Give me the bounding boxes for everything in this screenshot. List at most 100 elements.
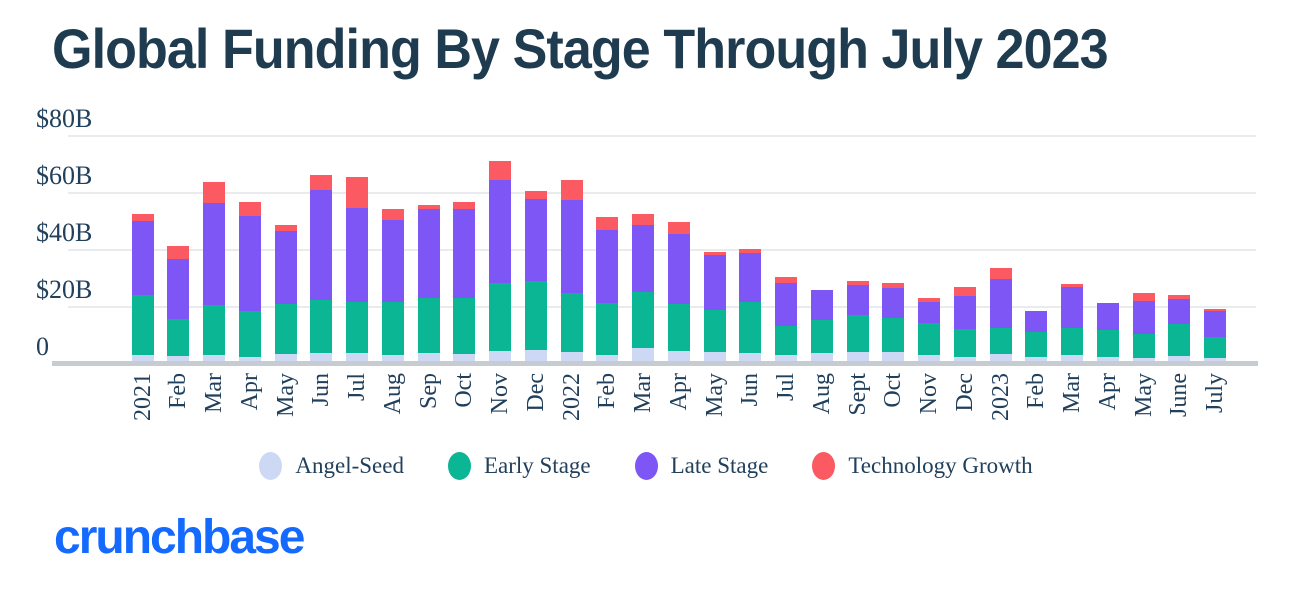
x-axis-label: Mar: [630, 373, 656, 413]
bar-18-jul: [775, 277, 797, 364]
bar-segment-angel-seed: [381, 354, 404, 364]
bar-segment-technology-growth: [1132, 293, 1155, 302]
bar-segment-technology-growth: [346, 176, 368, 208]
bar-segment-early-stage: [238, 311, 261, 357]
bar-segment-technology-growth: [489, 160, 511, 181]
bar-segment-technology-growth: [846, 280, 869, 285]
bar-15-apr: [667, 222, 690, 364]
bar-segment-late-stage: [346, 207, 368, 303]
x-axis-label: Dec: [951, 373, 978, 412]
x-axis-label: Oct: [880, 373, 907, 408]
bar-segment-angel-seed: [489, 350, 511, 364]
bar-segment-early-stage: [1132, 334, 1155, 358]
bar-segment-late-stage: [274, 231, 297, 304]
x-axis-label: 2021: [129, 373, 156, 421]
bar-segment-angel-seed: [238, 356, 261, 364]
gridline-40: [68, 248, 1256, 251]
bar-24-2023: [989, 267, 1012, 364]
y-tick-label: 0: [36, 331, 49, 361]
bar-segment-early-stage: [703, 309, 726, 352]
bar-segment-late-stage: [918, 301, 940, 324]
bar-segment-late-stage: [953, 295, 976, 330]
bar-segment-late-stage: [1025, 311, 1048, 332]
bar-segment-technology-growth: [310, 174, 333, 191]
x-axis-label: Jul: [344, 373, 370, 402]
bar-segment-angel-seed: [596, 354, 619, 364]
bar-segment-early-stage: [453, 298, 476, 355]
bar-segment-angel-seed: [1096, 357, 1119, 364]
bar-segment-technology-growth: [918, 298, 940, 302]
bar-segment-angel-seed: [346, 353, 368, 364]
bar-segment-angel-seed: [739, 353, 762, 364]
x-axis-label: July: [1202, 373, 1228, 414]
bar-segment-late-stage: [846, 284, 869, 315]
bar-segment-angel-seed: [131, 354, 154, 364]
bar-segment-late-stage: [1168, 298, 1191, 324]
bar-segment-late-stage: [703, 255, 726, 310]
bar-segment-technology-growth: [560, 179, 583, 200]
bar-segment-late-stage: [739, 253, 762, 303]
bar-segment-angel-seed: [203, 355, 225, 364]
bar-segment-early-stage: [417, 298, 440, 354]
x-axis-label: Feb: [165, 373, 192, 409]
x-axis-label: June: [1166, 373, 1193, 417]
bar-segment-angel-seed: [1168, 355, 1191, 364]
bar-segment-angel-seed: [989, 354, 1012, 364]
bar-16-may: [703, 252, 726, 364]
bar-segment-angel-seed: [846, 352, 869, 364]
x-axis-line: [52, 361, 1258, 366]
bar-segment-technology-growth: [524, 190, 547, 200]
bar-9-oct: [453, 201, 476, 364]
gridline-20: [68, 305, 1256, 308]
bar-segment-late-stage: [632, 224, 654, 292]
bar-segment-technology-growth: [775, 277, 797, 284]
bar-segment-technology-growth: [167, 245, 190, 260]
bar-segment-technology-growth: [1204, 309, 1226, 311]
bar-segment-technology-growth: [274, 224, 297, 232]
bar-segment-late-stage: [667, 234, 690, 304]
bar-segment-early-stage: [810, 319, 833, 354]
bar-23-dec: [953, 286, 976, 364]
bar-30-july: [1204, 309, 1226, 364]
bar-20-sept: [846, 280, 869, 364]
bar-11-dec: [524, 190, 547, 364]
gridline-60: [68, 191, 1256, 194]
bar-27-apr: [1096, 303, 1119, 364]
x-axis-label: Aug: [808, 373, 835, 415]
bar-segment-late-stage: [524, 199, 547, 281]
bar-segment-late-stage: [882, 287, 905, 318]
bar-17-jun: [739, 248, 762, 364]
bar-segment-late-stage: [1132, 301, 1155, 335]
bar-segment-technology-growth: [1061, 283, 1083, 287]
bar-segment-technology-growth: [989, 267, 1012, 279]
bar-segment-late-stage: [775, 283, 797, 327]
x-axis-label: Jun: [737, 373, 764, 407]
bar-26-mar: [1061, 283, 1083, 364]
bar-segment-angel-seed: [882, 352, 905, 364]
x-axis-label: Jul: [773, 373, 799, 402]
bar-segment-technology-growth: [667, 222, 690, 235]
bar-segment-angel-seed: [1132, 357, 1155, 364]
x-axis-label: Apr: [236, 373, 263, 411]
bar-segment-late-stage: [810, 289, 833, 320]
bar-segment-angel-seed: [703, 351, 726, 364]
legend-item-early-stage: Early Stage: [447, 452, 591, 480]
bar-segment-late-stage: [596, 229, 619, 304]
bar-segment-early-stage: [560, 292, 583, 352]
bar-segment-late-stage: [989, 278, 1012, 328]
bar-segment-early-stage: [524, 280, 547, 350]
y-tick-label: $20B: [36, 274, 93, 304]
x-axis-label: Jun: [308, 373, 335, 407]
legend-marker-icon: [259, 452, 283, 480]
bar-segment-technology-growth: [703, 252, 726, 256]
bar-segment-technology-growth: [131, 213, 154, 221]
bar-segment-angel-seed: [453, 354, 476, 364]
bar-25-feb: [1025, 311, 1048, 364]
x-axis-label: May: [1130, 373, 1157, 417]
bar-segment-early-stage: [346, 302, 368, 354]
bar-segment-late-stage: [310, 190, 333, 301]
bar-29-june: [1168, 294, 1191, 364]
x-axis-label: Sept: [844, 373, 871, 416]
bar-segment-early-stage: [1096, 330, 1119, 358]
bar-segment-angel-seed: [167, 356, 190, 364]
